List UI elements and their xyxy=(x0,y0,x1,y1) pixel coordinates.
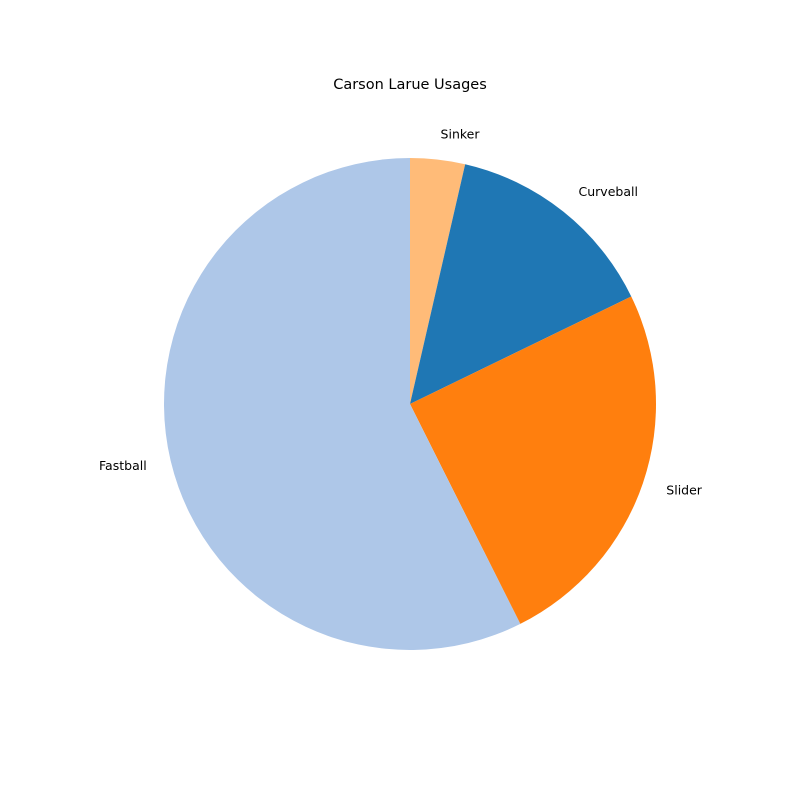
chart-title: Carson Larue Usages xyxy=(333,77,487,93)
pie-slice-fastball xyxy=(163,158,521,651)
pie-slices xyxy=(163,158,656,651)
pie-slice-slider xyxy=(410,296,656,624)
pie-slice-curveball xyxy=(410,164,632,404)
pie-label-slider: Slider xyxy=(666,482,703,497)
pie-label-sinker: Sinker xyxy=(441,127,481,142)
pie-label-curveball: Curveball xyxy=(579,184,638,199)
pie-label-fastball: Fastball xyxy=(99,458,147,473)
pie-slice-sinker xyxy=(410,158,466,404)
pie-labels: Sinker Curveball Slider Fastball xyxy=(99,127,703,498)
